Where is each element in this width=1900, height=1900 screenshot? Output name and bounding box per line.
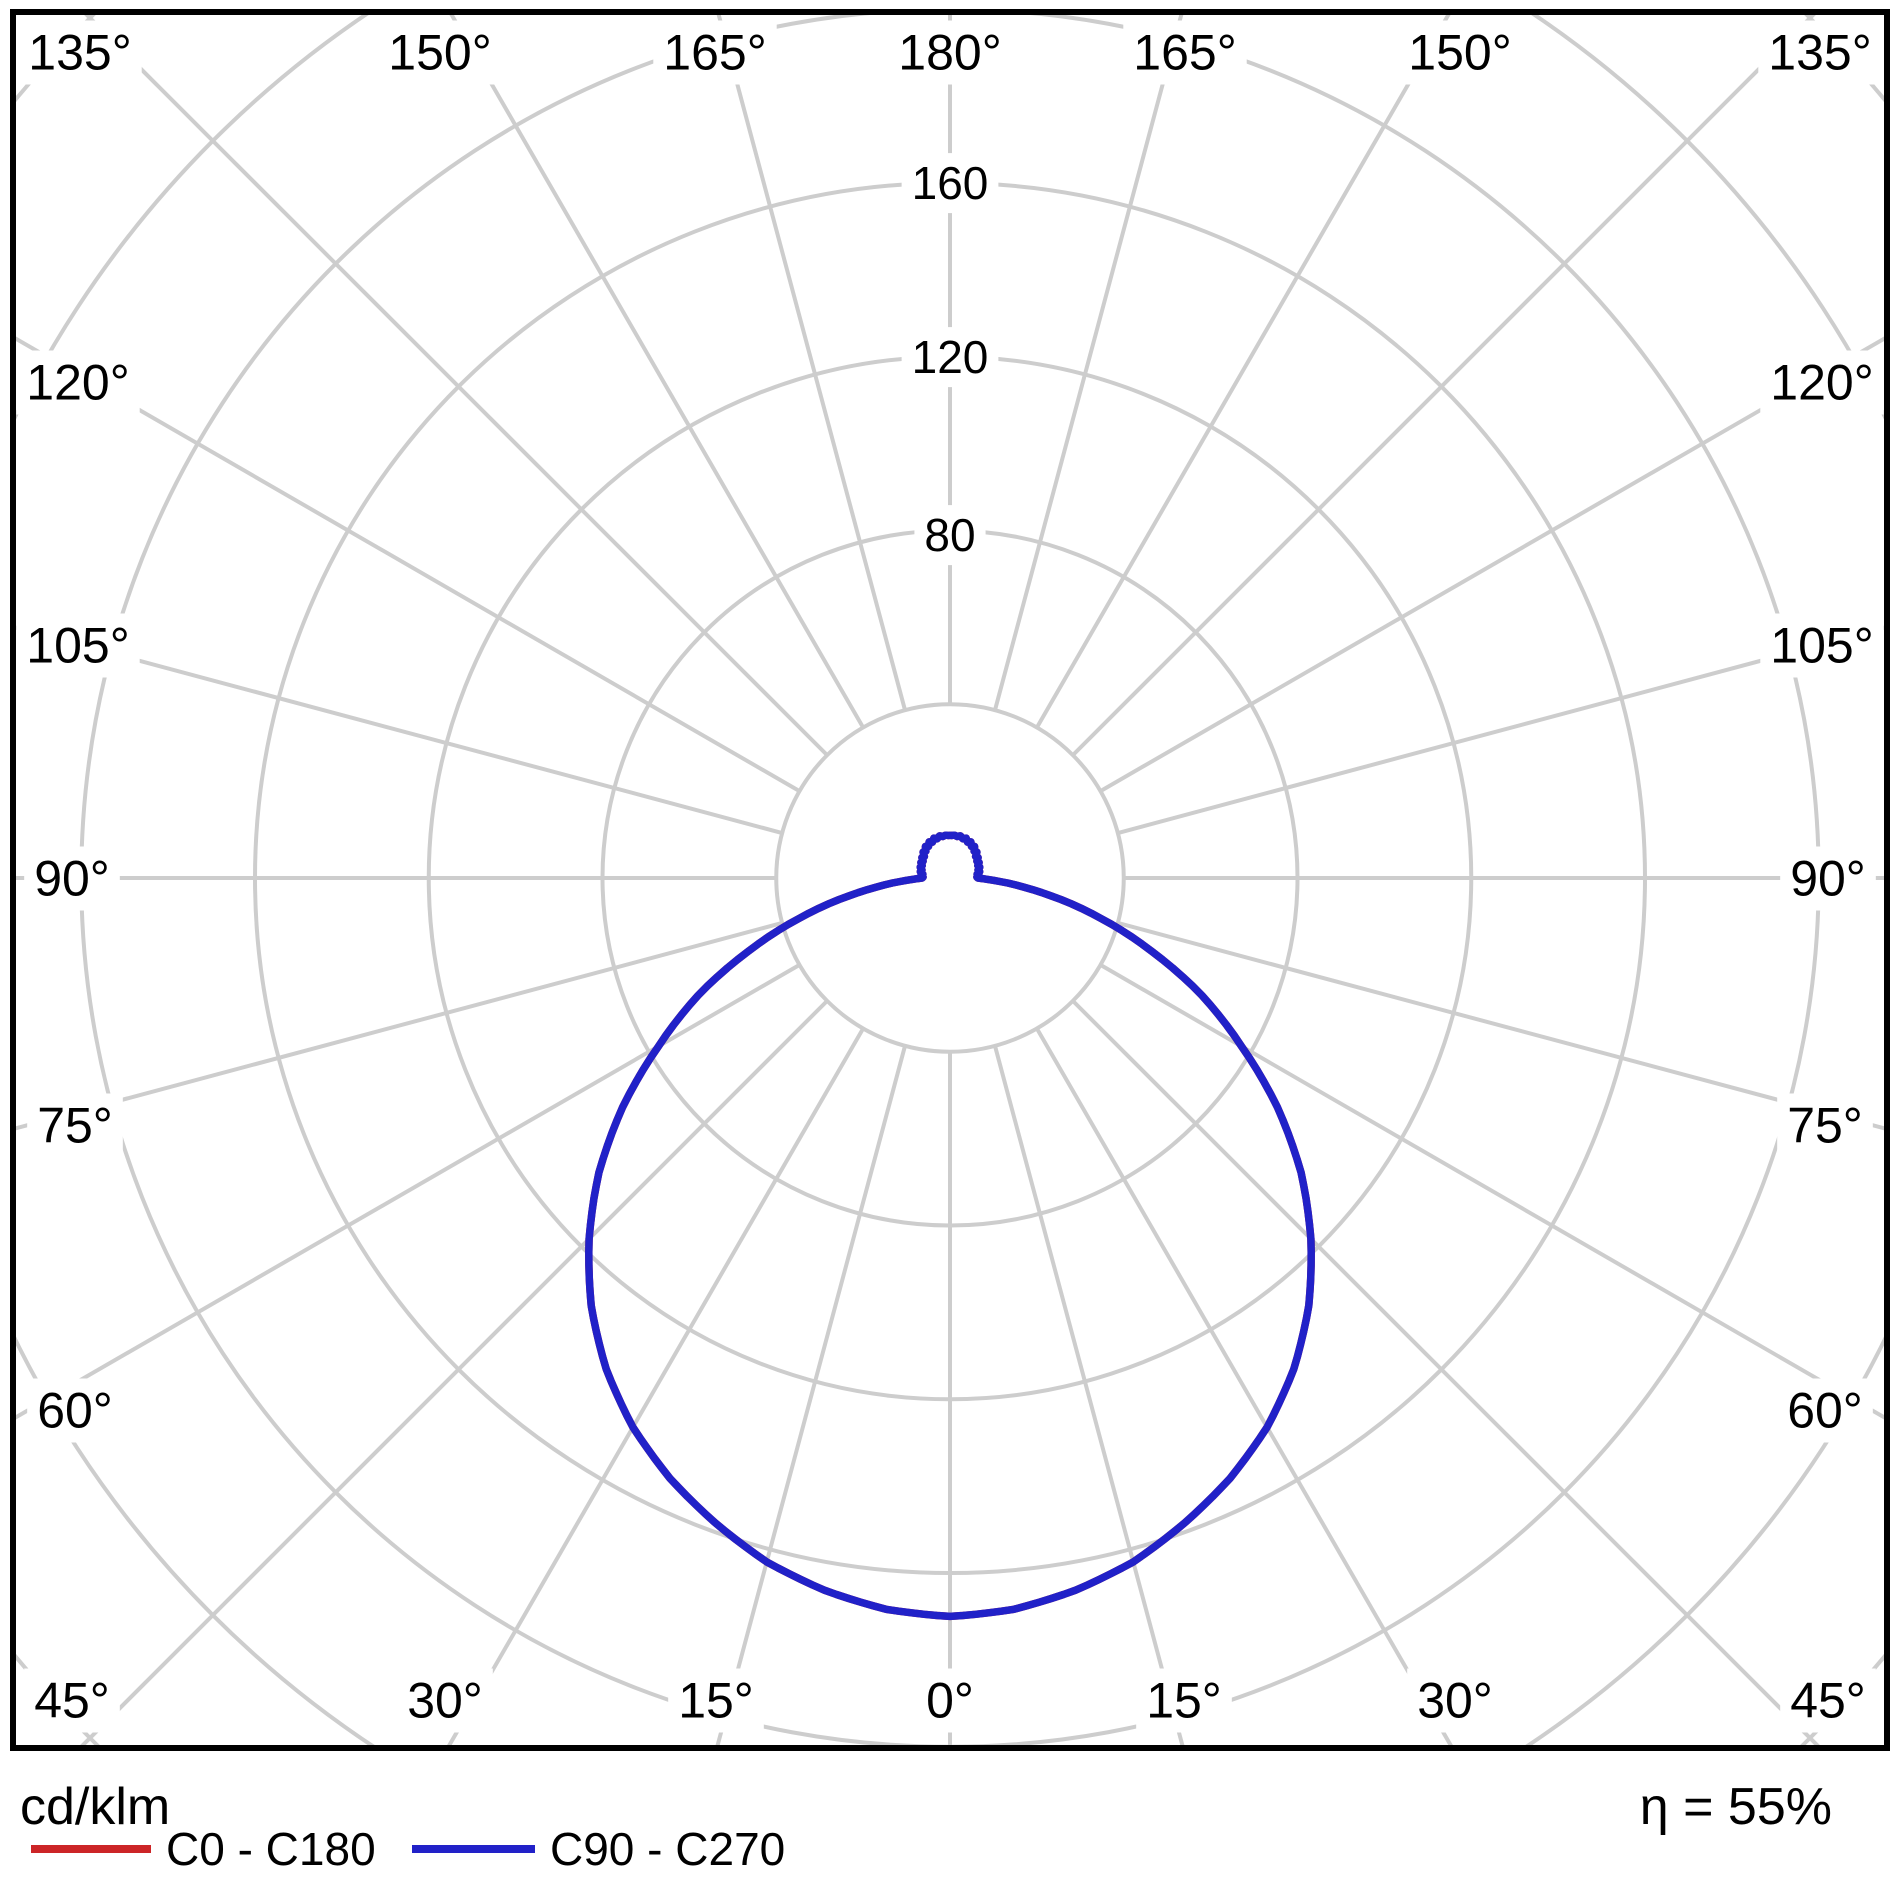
angle-label-30: 30° [407,1673,483,1729]
units-label: cd/klm [20,1778,170,1836]
angle-label-75: 75° [37,1098,113,1154]
angle-label-180: 180° [898,25,1001,81]
radial-line [445,1027,865,1748]
angle-label-90: 90° [34,851,110,907]
angle-label-90-mask [24,846,120,911]
angle-label-45-mask [24,1668,120,1733]
angle-label-150-mask [1398,20,1522,85]
angle-label-0: 0° [926,1673,974,1729]
angle-label-135: 135° [28,25,131,81]
angle-label-150: 150° [1408,25,1511,81]
angle-label-60: 60° [1787,1383,1863,1439]
ring-label-160-mask [901,153,999,214]
angle-label-150-mask [378,20,502,85]
angle-label-120: 120° [26,355,129,411]
angle-label-105: 105° [26,618,129,674]
radial-line [1035,12,1453,729]
ring-label-80-mask [914,505,986,566]
angle-label-90-mask [1780,846,1876,911]
angle-label-60-mask [27,1378,123,1443]
angle-label-165: 165° [1133,25,1236,81]
angle-label-45: 45° [1790,1673,1866,1729]
angle-label-15: 15° [1146,1673,1222,1729]
angle-label-60-mask [1777,1378,1873,1443]
angle-label-15-mask [1136,1668,1232,1733]
angle-label-150: 150° [388,25,491,81]
radial-line [13,334,801,793]
angle-label-15-mask [668,1668,764,1733]
angle-label-30: 30° [1417,1673,1493,1729]
angle-label-120-mask [16,350,140,415]
angle-label-45: 45° [34,1673,110,1729]
angle-label-180-mask [888,20,1012,85]
radial-line [447,12,865,729]
intensity-curves [585,831,1315,1621]
radial-line [77,999,829,1748]
radial-line [1071,999,1823,1748]
angle-label-135: 135° [1768,25,1871,81]
radial-line [1099,334,1887,793]
angle-label-165: 165° [663,25,766,81]
radial-line [13,921,783,1132]
radial-line [13,963,801,1422]
angle-label-75-mask [27,1093,123,1158]
angle-label-45-mask [1780,1668,1876,1733]
ring-label-160: 160 [912,157,989,209]
angle-label-30-mask [397,1668,493,1733]
efficiency-label: η = 55% [1640,1778,1832,1836]
radial-line [1117,624,1887,835]
angle-label-165-mask [1123,20,1247,85]
radial-line [1035,1027,1455,1748]
radial-line [993,12,1185,711]
angle-label-60: 60° [37,1383,113,1439]
curve-c90-c270 [585,831,1315,1621]
angle-label-120: 120° [1770,355,1873,411]
angle-label-75: 75° [1787,1098,1863,1154]
axis-labels: 0° 15° 15° 30° 30° 45° 45° 60° 60° 75° 75° 90° 90° 10… [16,20,1884,1733]
angle-label-135-mask [18,20,142,85]
angle-label-90: 90° [1790,851,1866,907]
radial-line [715,12,907,711]
radial-line [13,624,783,835]
radial-line [1099,963,1887,1422]
angle-label-75-mask [1777,1093,1873,1158]
legend: C0 - C180 C90 - C270 [31,1823,785,1875]
legend-label-c0: C0 - C180 [166,1823,376,1875]
angle-label-135-mask [1758,20,1882,85]
ring-label-120-mask [901,327,999,388]
radial-line [714,1045,907,1748]
angle-label-15: 15° [678,1673,754,1729]
angle-label-105-mask [1760,613,1884,678]
angle-label-105: 105° [1770,618,1873,674]
ring-label-120: 120 [912,331,989,383]
angle-label-120-mask [1760,350,1884,415]
angle-label-105-mask [16,613,140,678]
plot-border [10,9,1890,1751]
radial-line [993,1045,1186,1748]
angle-label-0-mask [916,1668,984,1733]
angle-label-30-mask [1407,1668,1503,1733]
angle-label-165-mask [653,20,777,85]
ring-label-80: 80 [924,509,975,561]
radial-line [1117,921,1887,1132]
ring-40 [774,702,1126,1054]
legend-label-c90: C90 - C270 [550,1823,785,1875]
